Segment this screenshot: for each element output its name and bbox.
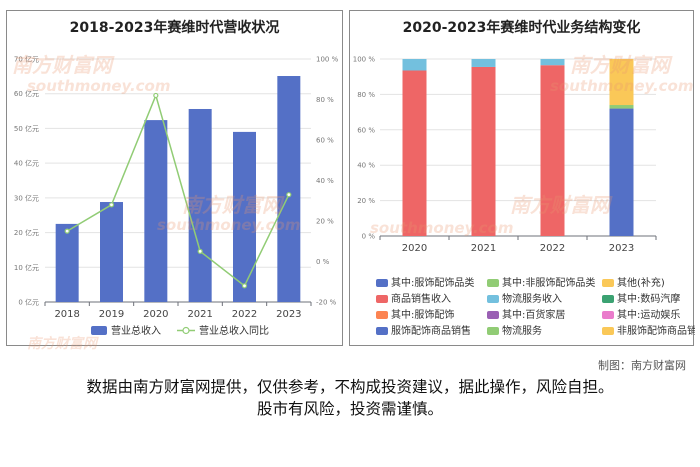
left-tick-label: 0 亿元 bbox=[18, 298, 39, 307]
x-tick-label: 2020 bbox=[402, 243, 427, 254]
left-tick-label: 70 亿元 bbox=[14, 55, 39, 64]
legend-label: 其中:百货家居 bbox=[502, 308, 565, 321]
legend-swatch bbox=[602, 327, 614, 335]
legend-swatch bbox=[602, 295, 614, 303]
credit-text: 制图：南方财富网 bbox=[598, 359, 686, 372]
legend-label: 其中:数码汽摩 bbox=[617, 292, 680, 305]
revenue-chart-panel: 2018-2023年赛维时代营收状况 0 亿元 10 亿元 20 亿元 30 亿元 40… bbox=[6, 10, 343, 352]
legend-swatch bbox=[376, 295, 388, 303]
legend-label: 其中:服饰配饰 bbox=[391, 308, 454, 321]
x-tick-label: 2023 bbox=[276, 309, 301, 320]
x-tick-label: 2018 bbox=[54, 309, 79, 320]
legend-marker-yoy bbox=[182, 326, 190, 335]
legend-swatch bbox=[376, 311, 388, 319]
right-tick-label: 100 % bbox=[316, 56, 339, 64]
stack-segment bbox=[540, 59, 565, 66]
yoy-growth-point bbox=[241, 283, 248, 289]
legend-swatch bbox=[602, 279, 614, 287]
revenue-bar bbox=[188, 108, 212, 302]
legend-label-yoy: 营业总收入同比 bbox=[199, 324, 269, 337]
revenue-bar bbox=[233, 131, 256, 302]
left-tick-label: 60 亿元 bbox=[14, 89, 39, 98]
structure-chart: 0 % 20 % 40 % 60 % 80 % 100 % 2020 2021 2022 2023… bbox=[353, 56, 695, 338]
yoy-growth-point bbox=[108, 202, 115, 208]
legend-swatch bbox=[487, 327, 499, 335]
legend-label: 服饰配饰商品销售 bbox=[391, 324, 471, 337]
left-tick-label: 20 亿元 bbox=[14, 228, 39, 237]
revenue-chart-title: 2018-2023年赛维时代营收状况 bbox=[69, 20, 280, 36]
stack-segment bbox=[471, 59, 496, 67]
structure-chart-panel: 2020-2023年赛维时代业务结构变化 0 % 20 % 40 % 60 % 80 %… bbox=[349, 10, 695, 346]
disclaimer: 数据由南方财富网提供，仅供参考，不构成投资建议，据此操作，风险自担。 股市有风险… bbox=[0, 376, 700, 420]
left-tick-label: 30 亿元 bbox=[14, 193, 39, 202]
revenue-bar bbox=[277, 76, 301, 302]
yoy-growth-point bbox=[286, 192, 292, 198]
stack-segment bbox=[402, 70, 427, 236]
revenue-chart: 0 亿元 10 亿元 20 亿元 30 亿元 40 亿元 50 亿元 60 亿元 70 亿元 -… bbox=[14, 55, 339, 338]
revenue-bar bbox=[144, 120, 168, 303]
legend-swatch-revenue bbox=[91, 326, 107, 335]
legend-label: 其中:非服饰配饰品类 bbox=[502, 276, 595, 289]
legend-swatch bbox=[487, 295, 499, 303]
right-tick-label: 80 % bbox=[316, 96, 334, 104]
x-tick-label: 2022 bbox=[540, 243, 565, 254]
disclaimer-line-2: 股市有风险，投资需谨慎。 bbox=[256, 400, 443, 418]
disclaimer-line-1: 数据由南方财富网提供，仅供参考，不构成投资建议，据此操作，风险自担。 bbox=[86, 378, 614, 396]
legend-label: 非服饰配饰商品销售 bbox=[617, 324, 695, 337]
right-tick-label: 40 % bbox=[316, 177, 334, 185]
stack-segment bbox=[540, 65, 565, 236]
legend-label: 物流服务 bbox=[502, 324, 542, 337]
right-tick-label: -20 % bbox=[316, 299, 337, 307]
yoy-growth-point bbox=[197, 248, 203, 254]
legend-label: 其中:服饰配饰品类 bbox=[391, 276, 474, 289]
legend-swatch bbox=[487, 279, 499, 287]
stack-segment bbox=[609, 105, 634, 109]
yoy-growth-point bbox=[153, 92, 159, 99]
stack-segment bbox=[402, 59, 427, 71]
structure-chart-title: 2020-2023年赛维时代业务结构变化 bbox=[402, 20, 641, 36]
right-tick-label: 20 % bbox=[316, 218, 334, 226]
legend-label-revenue: 营业总收入 bbox=[111, 324, 161, 337]
revenue-bar bbox=[55, 223, 79, 302]
stack-segment bbox=[471, 66, 496, 236]
yoy-growth-line bbox=[66, 93, 290, 287]
y-tick-label: 60 % bbox=[357, 126, 375, 134]
yoy-growth-point bbox=[64, 228, 70, 234]
legend-swatch bbox=[376, 279, 388, 287]
left-tick-label: 10 亿元 bbox=[14, 263, 39, 272]
legend-label: 其他(补充) bbox=[617, 276, 665, 289]
x-tick-label: 2021 bbox=[471, 243, 496, 254]
legend-label: 物流服务收入 bbox=[502, 292, 562, 305]
y-tick-label: 100 % bbox=[353, 56, 376, 64]
left-tick-label: 40 亿元 bbox=[14, 159, 39, 168]
x-tick-label: 2020 bbox=[143, 309, 168, 320]
y-tick-label: 20 % bbox=[357, 197, 375, 205]
legend-swatch bbox=[602, 311, 614, 319]
x-tick-label: 2021 bbox=[187, 309, 212, 320]
y-tick-label: 0 % bbox=[362, 233, 376, 241]
y-tick-label: 40 % bbox=[357, 162, 375, 170]
right-tick-label: 0 % bbox=[316, 258, 330, 266]
stack-segment bbox=[609, 59, 634, 106]
x-tick-label: 2019 bbox=[99, 309, 124, 320]
legend-swatch bbox=[376, 327, 388, 335]
legend-label: 其中:运动娱乐 bbox=[617, 308, 680, 321]
revenue-bar bbox=[100, 202, 123, 302]
left-tick-label: 50 亿元 bbox=[14, 124, 39, 133]
legend-swatch bbox=[487, 311, 499, 319]
right-tick-label: 60 % bbox=[316, 137, 334, 145]
legend-label: 商品销售收入 bbox=[391, 292, 451, 305]
x-tick-label: 2023 bbox=[609, 243, 634, 254]
x-tick-label: 2022 bbox=[232, 309, 257, 320]
stack-segment bbox=[609, 108, 634, 236]
y-tick-label: 80 % bbox=[357, 91, 375, 99]
